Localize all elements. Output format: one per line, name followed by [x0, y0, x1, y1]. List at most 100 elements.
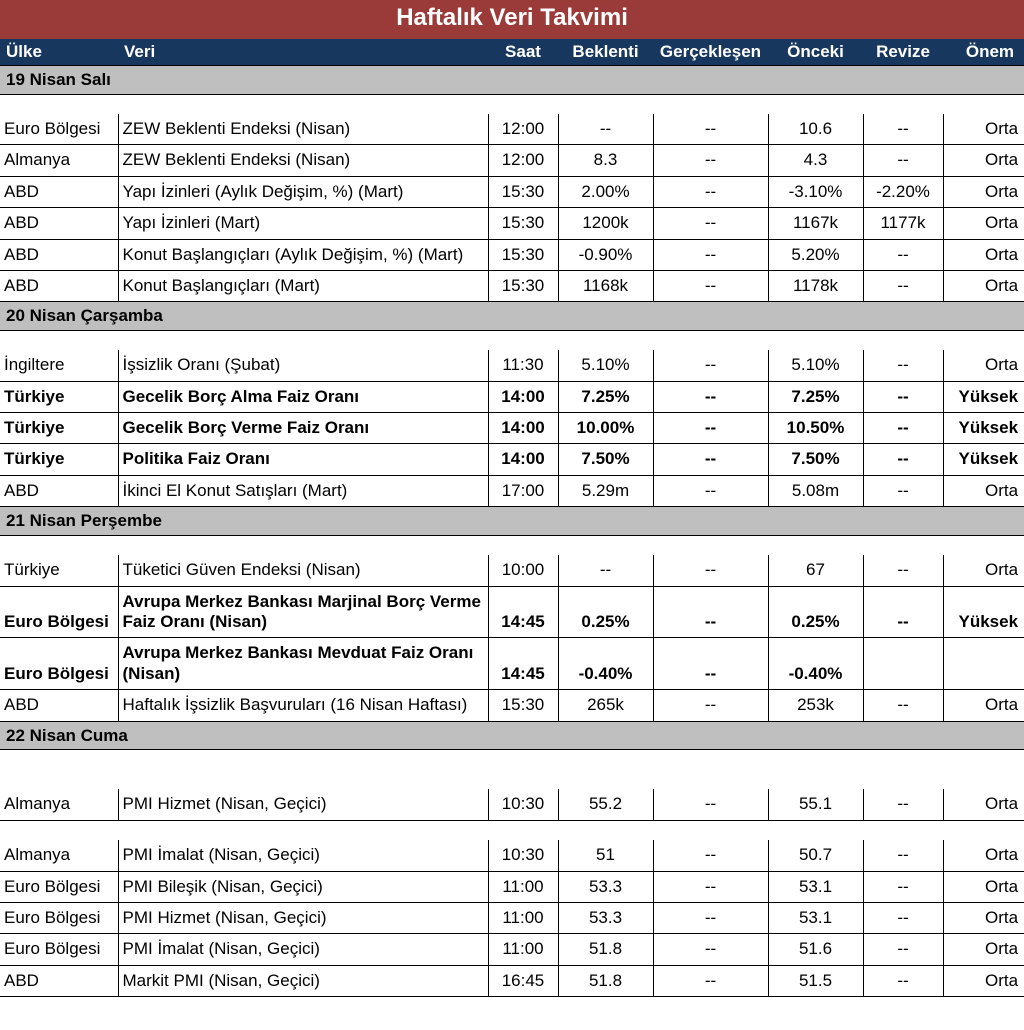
cell-onem: Orta — [943, 965, 1024, 996]
cell-saat: 11:00 — [488, 934, 558, 965]
cell-revize: -- — [863, 965, 943, 996]
table-row: AlmanyaZEW Beklenti Endeksi (Nisan)12:00… — [0, 145, 1024, 176]
cell-gerceklesen: -- — [653, 176, 768, 207]
cell-saat: 14:00 — [488, 444, 558, 475]
cell-gerceklesen: -- — [653, 638, 768, 690]
cell-veri: Markit PMI (Nisan, Geçici) — [118, 965, 488, 996]
cell-onem: Orta — [943, 871, 1024, 902]
cell-saat: 10:00 — [488, 555, 558, 586]
cell-gerceklesen: -- — [653, 145, 768, 176]
cell-gerceklesen: -- — [653, 789, 768, 820]
cell-onceki: 5.10% — [768, 350, 863, 381]
cell-saat: 14:45 — [488, 638, 558, 690]
cell-ulke: Euro Bölgesi — [0, 871, 118, 902]
cell-onceki: 4.3 — [768, 145, 863, 176]
cell-ulke: ABD — [0, 239, 118, 270]
table-row: Euro BölgesiPMI Bileşik (Nisan, Geçici)1… — [0, 871, 1024, 902]
cell-beklenti: 55.2 — [558, 789, 653, 820]
cell-onceki: 51.6 — [768, 934, 863, 965]
cell-onem: Orta — [943, 934, 1024, 965]
cell-saat: 15:30 — [488, 208, 558, 239]
cell-onem: Orta — [943, 903, 1024, 934]
cell-veri: PMI Hizmet (Nisan, Geçici) — [118, 903, 488, 934]
cell-revize: -- — [863, 475, 943, 506]
date-row: 21 Nisan Perşembe — [0, 507, 1024, 535]
spacer-row — [0, 749, 1024, 769]
cell-onem: Orta — [943, 690, 1024, 721]
cell-onem: Yüksek — [943, 413, 1024, 444]
cell-onem: Orta — [943, 176, 1024, 207]
cell-onceki: 5.20% — [768, 239, 863, 270]
cell-onceki: 55.1 — [768, 789, 863, 820]
cell-gerceklesen: -- — [653, 208, 768, 239]
col-gerceklesen: Gerçekleşen — [653, 39, 768, 66]
cell-onceki: 10.6 — [768, 114, 863, 145]
table-row: AlmanyaPMI İmalat (Nisan, Geçici)10:3051… — [0, 840, 1024, 871]
cell-onem: Orta — [943, 114, 1024, 145]
cell-veri: Gecelik Borç Verme Faiz Oranı — [118, 413, 488, 444]
cell-onem: Orta — [943, 475, 1024, 506]
cell-gerceklesen: -- — [653, 934, 768, 965]
table-row: İngiltereİşsizlik Oranı (Şubat)11:305.10… — [0, 350, 1024, 381]
cell-veri: Politika Faiz Oranı — [118, 444, 488, 475]
cell-saat: 15:30 — [488, 271, 558, 302]
cell-revize: -- — [863, 444, 943, 475]
table-row: Euro BölgesiPMI Hizmet (Nisan, Geçici)11… — [0, 903, 1024, 934]
cell-saat: 17:00 — [488, 475, 558, 506]
cell-revize: -- — [863, 350, 943, 381]
cell-onem: Orta — [943, 145, 1024, 176]
cell-onceki: 7.50% — [768, 444, 863, 475]
cell-onceki: 50.7 — [768, 840, 863, 871]
cell-saat: 14:45 — [488, 586, 558, 638]
cell-veri: Avrupa Merkez Bankası Mevduat Faiz Oranı… — [118, 638, 488, 690]
table-row: Euro BölgesiZEW Beklenti Endeksi (Nisan)… — [0, 114, 1024, 145]
cell-saat: 16:45 — [488, 965, 558, 996]
date-row: 22 Nisan Cuma — [0, 721, 1024, 749]
cell-revize: -- — [863, 555, 943, 586]
cell-gerceklesen: -- — [653, 381, 768, 412]
cell-veri: Yapı İzinleri (Aylık Değişim, %) (Mart) — [118, 176, 488, 207]
cell-ulke: ABD — [0, 208, 118, 239]
cell-gerceklesen: -- — [653, 903, 768, 934]
cell-onceki: 5.08m — [768, 475, 863, 506]
cell-veri: Yapı İzinleri (Mart) — [118, 208, 488, 239]
cell-onceki: -3.10% — [768, 176, 863, 207]
cell-beklenti: 7.50% — [558, 444, 653, 475]
cell-ulke: ABD — [0, 176, 118, 207]
cell-ulke: İngiltere — [0, 350, 118, 381]
cell-veri: Konut Başlangıçları (Mart) — [118, 271, 488, 302]
cell-ulke: Almanya — [0, 145, 118, 176]
cell-revize: -- — [863, 934, 943, 965]
cell-veri: ZEW Beklenti Endeksi (Nisan) — [118, 145, 488, 176]
table-body: 19 Nisan SalıEuro BölgesiZEW Beklenti En… — [0, 66, 1024, 997]
cell-veri: Avrupa Merkez Bankası Marjinal Borç Verm… — [118, 586, 488, 638]
table-row: Euro BölgesiPMI İmalat (Nisan, Geçici)11… — [0, 934, 1024, 965]
cell-revize: -2.20% — [863, 176, 943, 207]
spacer-row — [0, 820, 1024, 840]
cell-onceki: 51.5 — [768, 965, 863, 996]
cell-gerceklesen: -- — [653, 840, 768, 871]
cell-onceki: 253k — [768, 690, 863, 721]
cell-gerceklesen: -- — [653, 690, 768, 721]
cell-gerceklesen: -- — [653, 965, 768, 996]
cell-veri: İşsizlik Oranı (Şubat) — [118, 350, 488, 381]
cell-onem: Orta — [943, 840, 1024, 871]
cell-ulke: Almanya — [0, 789, 118, 820]
col-saat: Saat — [488, 39, 558, 66]
title-row: Haftalık Veri Takvimi — [0, 0, 1024, 39]
calendar-table: Haftalık Veri Takvimi Ülke Veri Saat Bek… — [0, 0, 1024, 997]
col-revize: Revize — [863, 39, 943, 66]
table-row: ABDHaftalık İşsizlik Başvuruları (16 Nis… — [0, 690, 1024, 721]
cell-onem: Orta — [943, 789, 1024, 820]
cell-beklenti: 53.3 — [558, 871, 653, 902]
cell-beklenti: 8.3 — [558, 145, 653, 176]
cell-ulke: Euro Bölgesi — [0, 638, 118, 690]
cell-saat: 10:30 — [488, 789, 558, 820]
cell-saat: 15:30 — [488, 239, 558, 270]
cell-saat: 15:30 — [488, 176, 558, 207]
col-ulke: Ülke — [0, 39, 118, 66]
cell-veri: Tüketici Güven Endeksi (Nisan) — [118, 555, 488, 586]
table-row: ABDİkinci El Konut Satışları (Mart)17:00… — [0, 475, 1024, 506]
table-row: ABDKonut Başlangıçları (Aylık Değişim, %… — [0, 239, 1024, 270]
table-row: AlmanyaPMI Hizmet (Nisan, Geçici)10:3055… — [0, 789, 1024, 820]
